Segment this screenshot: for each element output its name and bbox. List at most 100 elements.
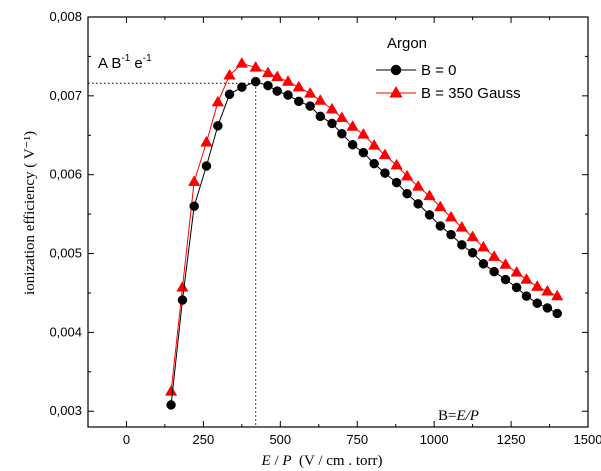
y-tick-label: 0,004 <box>49 324 82 339</box>
series-point-b350 <box>455 221 468 232</box>
series-point-b0 <box>457 240 467 250</box>
tick-labels: 0 250 500 750 1000 1250 1500 0,003 0,004 0,005 0,0… <box>49 9 601 447</box>
axis-ticks <box>88 16 589 427</box>
legend: B = 0 B = 350 Gauss <box>376 62 521 102</box>
series-point-b350 <box>400 169 414 181</box>
series-point-b350 <box>335 111 348 123</box>
series-point-b0 <box>435 221 446 231</box>
series-point-b350 <box>488 250 501 261</box>
x-tick-label: 1500 <box>574 432 601 447</box>
series-point-b350 <box>510 265 523 277</box>
series-point-b0 <box>358 147 369 158</box>
series-point-b0 <box>552 308 562 319</box>
peak-annotation-a: A B <box>98 55 121 72</box>
series-point-b0 <box>511 282 522 293</box>
peak-annotation-exp-2: -1 <box>143 53 152 64</box>
y-axis-title: ionization efficiency ( V⁻¹) <box>22 131 38 295</box>
series-point-b0 <box>489 266 499 277</box>
plot-border <box>87 16 589 428</box>
series-point-b0 <box>391 177 402 188</box>
series-point-b0 <box>166 400 176 410</box>
x-tick-label: 750 <box>346 432 368 447</box>
series-point-b350 <box>314 94 327 105</box>
x-tick-label: 500 <box>269 432 291 447</box>
peak-annotation: A B-1 e-1 <box>98 53 152 72</box>
series-point-b0 <box>263 80 273 91</box>
x-axis-title: E / P (V / cm . torr) <box>261 453 383 469</box>
series-point-b0 <box>347 139 358 150</box>
series-point-b0 <box>177 295 188 305</box>
series-point-b0 <box>369 158 379 169</box>
x-tick-label: 1250 <box>497 432 526 447</box>
series-point-b350 <box>261 66 275 78</box>
series-point-b0 <box>189 201 199 211</box>
series-point-b350 <box>390 158 403 170</box>
series-point-b0 <box>237 82 247 92</box>
series-point-b0 <box>272 86 282 96</box>
series-point-b350 <box>466 230 479 242</box>
series-point-b350 <box>346 120 359 131</box>
x-axis-title-slash: / <box>271 453 283 469</box>
y-tick-label: 0,007 <box>49 88 82 103</box>
series-point-b350 <box>423 189 436 201</box>
series-point-b0 <box>446 229 456 240</box>
y-tick-label: 0,006 <box>49 167 82 182</box>
series-point-b0 <box>327 118 337 129</box>
x-axis-title-p: P <box>281 453 291 469</box>
x-tick-label: 250 <box>193 432 215 447</box>
series-point-b0 <box>294 96 304 107</box>
series-point-b0 <box>250 76 261 87</box>
y-tick-label: 0,005 <box>49 246 82 261</box>
series-point-b0 <box>478 259 489 269</box>
series-point-b350 <box>444 210 458 222</box>
peak-annotation-exp-1: -1 <box>121 53 130 64</box>
series-point-b350 <box>211 95 224 107</box>
series-point-b350 <box>235 57 248 68</box>
series-point-b350 <box>164 385 178 396</box>
series-point-b0 <box>413 199 423 209</box>
series-point-b350 <box>292 80 305 92</box>
series-point-b350 <box>357 127 370 139</box>
series-point-b0 <box>315 111 326 122</box>
peak-annotation-e: e <box>130 55 143 72</box>
series-point-b0 <box>521 291 532 301</box>
legend-marker-triangle <box>389 85 403 98</box>
x-axis-title-e: E <box>261 453 271 469</box>
series-point-b0 <box>213 121 223 131</box>
series-point-b350 <box>188 175 201 186</box>
y-tick-label: 0,003 <box>49 403 82 418</box>
y-tick-label: 0,008 <box>49 9 82 24</box>
series-point-b0 <box>402 188 412 199</box>
vline-annotation: B=E/P <box>438 408 479 424</box>
x-tick-label: 1000 <box>420 432 449 447</box>
series-point-b350 <box>200 135 213 147</box>
series-point-b350 <box>368 139 381 150</box>
series-point-b350 <box>520 273 533 284</box>
series-point-b350 <box>541 284 554 296</box>
series-point-b350 <box>551 289 564 301</box>
series-point-b350 <box>271 70 284 82</box>
series-point-b0 <box>500 274 511 285</box>
series-point-b0 <box>467 248 478 258</box>
series-point-b350 <box>281 75 295 86</box>
series-point-b350 <box>434 200 447 212</box>
series-point-b0 <box>424 210 435 220</box>
annotations <box>88 82 257 427</box>
series-point-b0 <box>532 298 542 308</box>
series-point-b0 <box>224 89 235 100</box>
plot-frame <box>87 16 589 428</box>
series-point-b350 <box>531 280 544 291</box>
legend-label-1: B = 350 Gauss <box>421 85 521 102</box>
series-point-b0 <box>542 303 553 313</box>
series-point-b0 <box>305 101 315 111</box>
legend-marker-circle <box>390 64 402 76</box>
series-point-b350 <box>223 68 236 80</box>
x-tick-label: 0 <box>123 432 130 447</box>
series-layer <box>164 57 564 410</box>
series-line-1 <box>170 62 558 392</box>
series-point-b0 <box>283 90 293 100</box>
vline-annotation-b: B= <box>438 408 456 424</box>
series-point-b0 <box>337 128 347 139</box>
